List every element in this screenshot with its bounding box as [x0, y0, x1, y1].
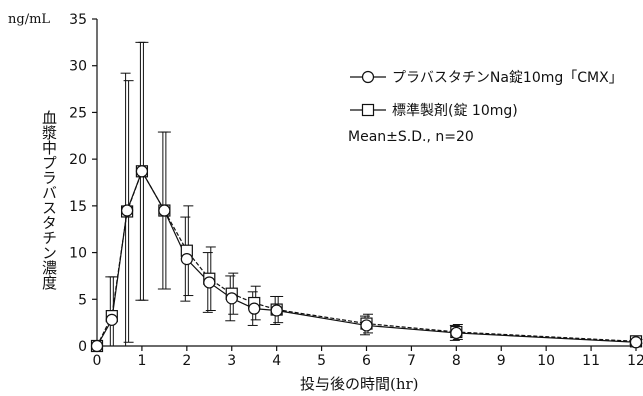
- data-point-test: [225, 292, 238, 305]
- legend-item-test: プラバスタチンNa錠10mg「CMX」: [348, 66, 623, 88]
- data-point-test: [450, 326, 463, 340]
- x-tick-label: 5: [317, 353, 326, 369]
- y-tick-label: 35: [69, 12, 87, 28]
- data-point-test: [248, 302, 261, 315]
- data-point-test: [180, 253, 193, 266]
- data-point-test: [360, 319, 373, 332]
- x-tick-label: 2: [182, 353, 191, 369]
- data-point-test: [629, 336, 643, 349]
- legend-label-reference: 標準製剤(錠 10mg): [392, 103, 518, 119]
- data-point-test: [90, 339, 104, 353]
- data-point-test: [105, 313, 118, 326]
- legend-note: Mean±S.D., n=20: [348, 129, 474, 145]
- y-tick-label: 25: [69, 105, 87, 121]
- x-tick-label: 0: [93, 353, 102, 369]
- x-tick-label: 9: [497, 353, 506, 369]
- y-axis-title: 血漿中プラバスタチン濃度: [40, 110, 58, 290]
- data-point-test: [270, 304, 283, 317]
- x-tick-label: 4: [272, 353, 281, 369]
- x-tick-label: 1: [137, 353, 146, 369]
- data-point-test: [135, 165, 149, 178]
- x-tick-label: 11: [582, 353, 600, 369]
- y-tick-label: 5: [78, 292, 87, 308]
- y-unit-label: ng/mL: [8, 12, 51, 27]
- y-tick-label: 10: [69, 246, 87, 262]
- y-tick-label: 20: [69, 152, 87, 168]
- x-axis-title: 投与後の時間(hr): [300, 375, 419, 393]
- legend-marker-square: [350, 103, 386, 117]
- legend-marker-circle: [350, 70, 386, 84]
- x-tick-label: 3: [227, 353, 236, 369]
- x-tick-label: 6: [362, 353, 371, 369]
- legend: プラバスタチンNa錠10mg「CMX」 標準製剤(錠 10mg) Mean±S.…: [348, 66, 623, 145]
- data-point-test: [120, 204, 134, 217]
- x-tick-label: 8: [452, 353, 461, 369]
- x-tick-label: 10: [537, 353, 555, 369]
- x-tick-label: 7: [407, 353, 416, 369]
- y-tick-label: 30: [69, 59, 87, 75]
- legend-label-test: プラバスタチンNa錠10mg「CMX」: [392, 70, 623, 86]
- x-tick-label: 12: [627, 353, 643, 369]
- data-point-test: [158, 204, 171, 217]
- y-tick-label: 0: [78, 339, 87, 355]
- legend-item-reference: 標準製剤(錠 10mg): [348, 99, 623, 121]
- y-tick-label: 15: [69, 199, 87, 215]
- data-point-test: [203, 276, 216, 289]
